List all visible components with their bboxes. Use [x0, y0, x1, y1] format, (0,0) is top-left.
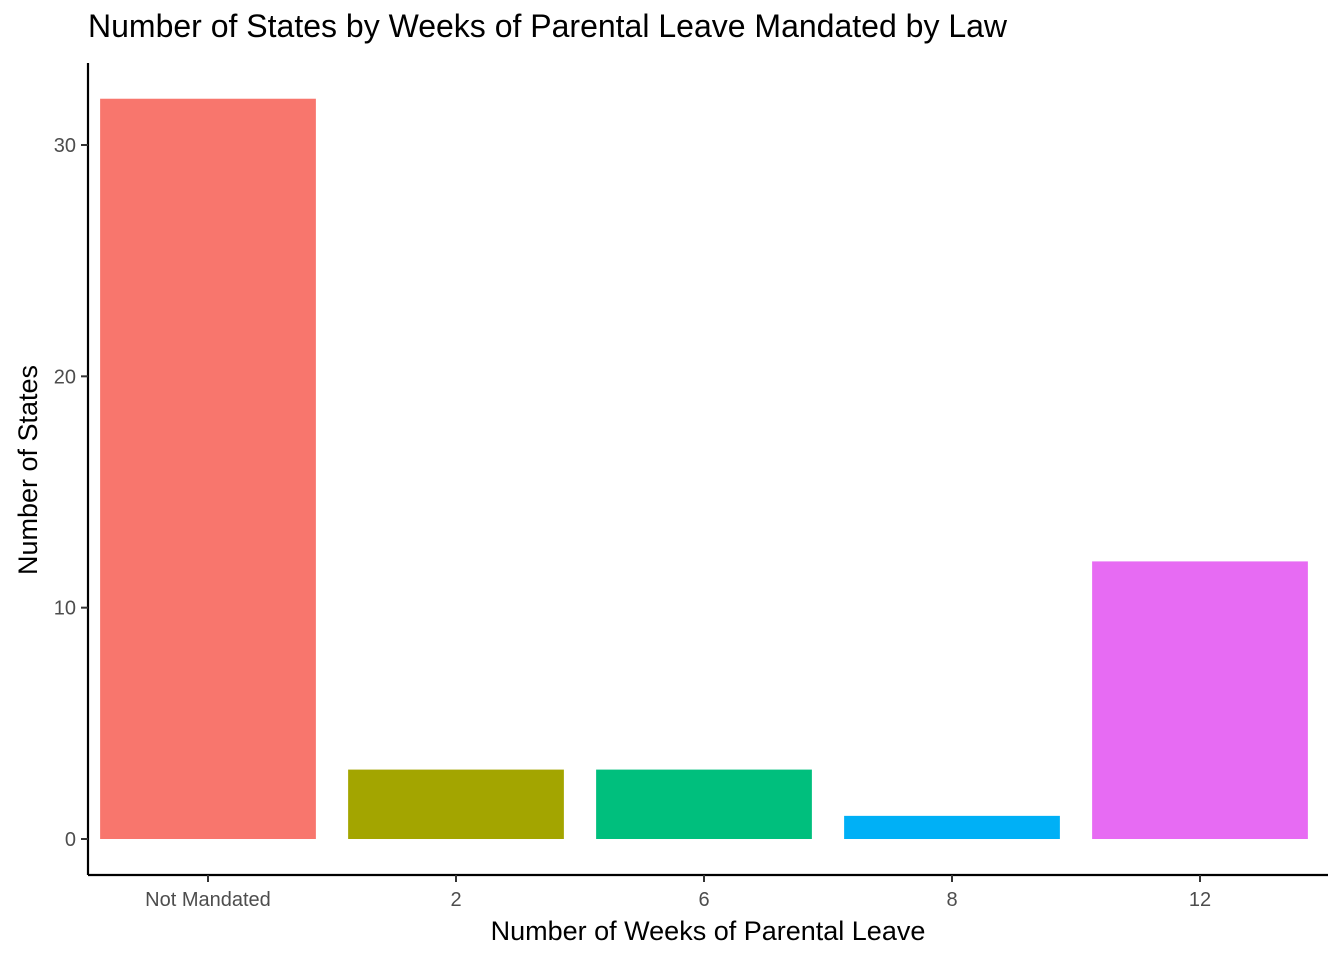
y-tick-label: 0	[65, 829, 76, 851]
bar-2	[348, 769, 564, 839]
x-tick-label: 6	[698, 889, 709, 911]
x-tick-label: 2	[450, 889, 461, 911]
y-tick-label: 20	[54, 366, 76, 388]
bar-8	[844, 815, 1060, 839]
bar-6	[596, 769, 812, 839]
x-tick-label: 8	[946, 889, 957, 911]
x-axis-label: Number of Weeks of Parental Leave	[491, 916, 926, 946]
y-tick-label: 30	[54, 135, 76, 157]
chart-title: Number of States by Weeks of Parental Le…	[88, 8, 1008, 44]
y-axis: 0 10 20 30	[54, 63, 90, 875]
y-axis-label: Number of States	[13, 365, 43, 575]
bar-12	[1092, 561, 1308, 839]
x-tick-label: Not Mandated	[145, 889, 271, 911]
bars-group	[100, 98, 1308, 839]
x-tick-label: 12	[1189, 889, 1211, 911]
x-axis: Not Mandated 2 6 8 12	[88, 873, 1328, 911]
bar-not-mandated	[100, 98, 316, 839]
y-tick-label: 10	[54, 598, 76, 620]
